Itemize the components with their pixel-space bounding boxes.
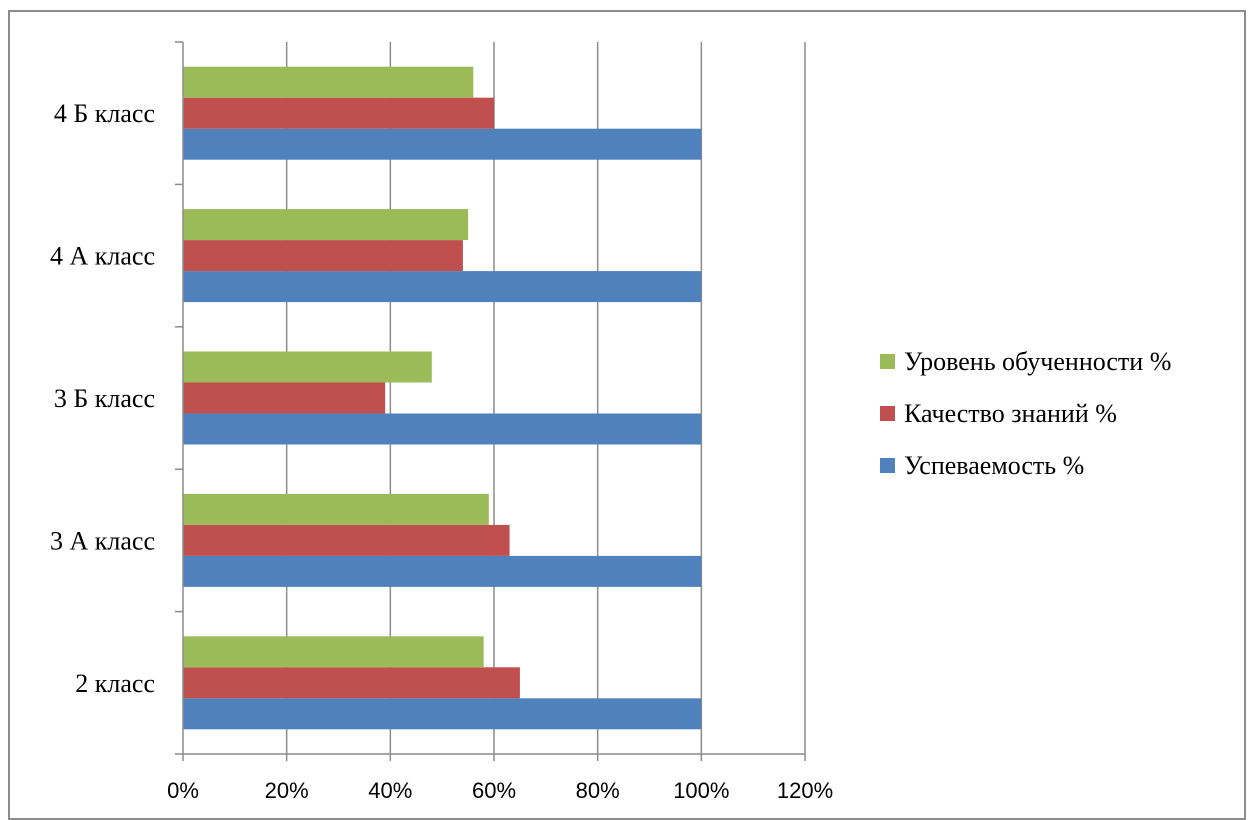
- bar: [183, 128, 702, 160]
- axis-layer: [175, 41, 806, 761]
- legend-swatch: [880, 354, 895, 369]
- bar: [183, 382, 386, 414]
- x-tick-label: 80%: [576, 778, 620, 803]
- bar: [183, 493, 489, 525]
- x-tick-label: 20%: [265, 778, 309, 803]
- x-tick-label: 120%: [777, 778, 833, 803]
- bar: [183, 271, 702, 303]
- legend-label: Уровень обученности %: [904, 347, 1171, 376]
- bar: [183, 698, 702, 730]
- bar: [183, 524, 510, 556]
- bar: [183, 667, 520, 699]
- legend-label: Качество знаний %: [904, 399, 1117, 428]
- x-tick-label: 0%: [167, 778, 199, 803]
- category-label: 3 Б класс: [54, 384, 155, 413]
- x-tick-label: 100%: [673, 778, 729, 803]
- category-label: 4 Б класс: [54, 99, 155, 128]
- category-label: 2 класс: [75, 669, 155, 698]
- grid-layer: [285, 42, 806, 754]
- category-label: 4 А класс: [50, 242, 155, 271]
- bar: [183, 209, 469, 241]
- category-label: 3 А класс: [50, 526, 155, 555]
- bar: [183, 240, 463, 272]
- bar: [183, 351, 432, 383]
- bars-layer: [183, 66, 702, 730]
- legend: Уровень обученности % Качество знаний % Ус…: [880, 347, 1171, 480]
- bar: [183, 97, 494, 129]
- legend-swatch: [880, 458, 895, 473]
- bar: [183, 413, 702, 445]
- legend-swatch: [880, 406, 895, 421]
- labels-layer: 0% 20% 40% 60% 80% 100% 120% 2 класс 3 А класс 3 …: [50, 99, 833, 803]
- bar: [183, 66, 474, 98]
- x-tick-label: 40%: [368, 778, 412, 803]
- legend-label: Успеваемость %: [904, 451, 1084, 480]
- bar: [183, 636, 484, 668]
- bar: [183, 555, 702, 587]
- x-tick-label: 60%: [472, 778, 516, 803]
